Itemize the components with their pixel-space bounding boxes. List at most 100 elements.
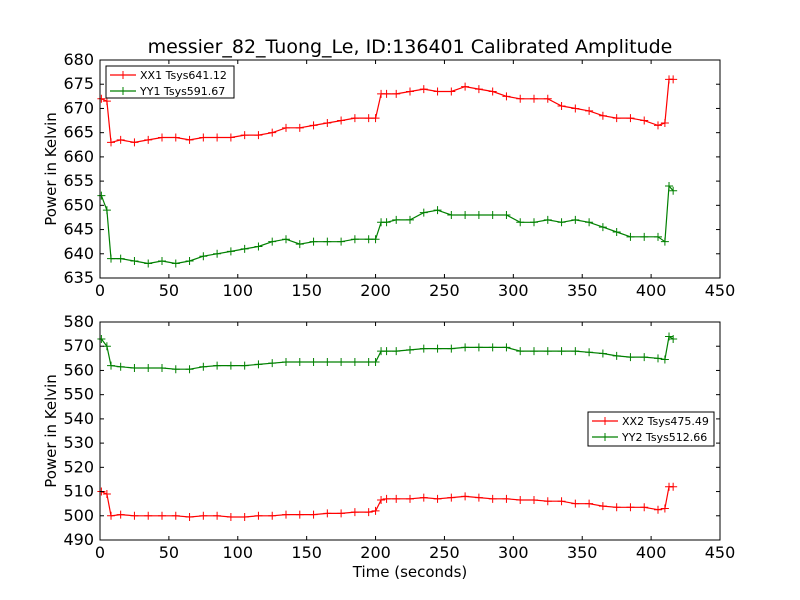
data-point <box>371 114 380 123</box>
data-point <box>116 254 125 263</box>
x-tick-label: 450 <box>705 281 736 300</box>
legend-marker <box>119 71 127 79</box>
data-point <box>502 92 511 101</box>
data-point <box>488 343 497 352</box>
y-tick-label: 580 <box>63 312 94 331</box>
data-point <box>419 344 428 353</box>
legend-label: XX1 Tsys641.12 <box>140 69 227 82</box>
series-1-2 <box>97 181 678 268</box>
data-point <box>268 237 277 246</box>
data-point <box>654 354 662 363</box>
legend: XX1 Tsys641.12 YY1 Tsys591.67 <box>105 65 235 99</box>
data-point <box>419 493 428 502</box>
axes-frame <box>99 321 721 541</box>
data-point <box>350 357 359 366</box>
data-point <box>171 259 180 268</box>
data-point <box>130 364 139 373</box>
x-tick-label: 400 <box>636 281 667 300</box>
data-point <box>557 102 566 111</box>
data-point <box>199 362 208 371</box>
data-point <box>116 362 125 371</box>
data-point <box>295 510 304 519</box>
data-point <box>295 240 304 249</box>
data-point <box>377 496 386 505</box>
y-tick-label: 660 <box>63 147 94 166</box>
data-point <box>254 242 263 251</box>
data-point <box>199 252 208 261</box>
x-tick-label: 0 <box>95 281 105 300</box>
data-point <box>364 114 373 123</box>
data-point <box>612 114 621 123</box>
data-point <box>433 206 442 215</box>
data-point <box>543 94 552 103</box>
data-point <box>107 138 116 147</box>
data-point <box>640 232 649 241</box>
data-point <box>585 499 594 508</box>
x-tick-label: 150 <box>291 281 322 300</box>
data-point <box>371 235 380 244</box>
plots-area: 0 50 100 150 200 250 300 350 400 450 635 640 645 650 6… <box>42 50 735 581</box>
data-point <box>488 87 497 96</box>
legend-marker <box>119 87 127 95</box>
data-point <box>102 489 111 498</box>
y-tick-label: 570 <box>63 336 94 355</box>
series-2-1 <box>97 482 678 521</box>
y-tick-label: 640 <box>63 244 94 263</box>
data-point <box>433 87 442 96</box>
data-point <box>392 215 401 224</box>
data-point <box>665 332 674 341</box>
y-tick-label: 530 <box>63 433 94 452</box>
data-point <box>474 85 483 94</box>
data-point <box>171 365 180 374</box>
data-point <box>665 181 674 190</box>
data-point <box>474 343 483 352</box>
x-tick-label: 50 <box>159 281 179 300</box>
y-tick-label: 635 <box>63 268 94 287</box>
y-axis-label: Power in Kelvin <box>42 374 60 488</box>
x-tick-label: 100 <box>223 281 254 300</box>
data-point <box>337 509 346 518</box>
data-point <box>571 499 580 508</box>
data-point <box>660 355 669 364</box>
data-point <box>419 208 428 217</box>
data-point <box>543 215 552 224</box>
legend-marker <box>601 433 609 441</box>
x-tick-label: 100 <box>223 543 254 562</box>
data-point <box>640 353 649 362</box>
data-point <box>309 121 318 130</box>
y-tick-label: 500 <box>63 506 94 525</box>
data-point <box>107 254 116 263</box>
data-point <box>571 347 580 356</box>
legend-marker <box>601 417 609 425</box>
data-point <box>543 497 552 506</box>
data-point <box>502 494 511 503</box>
data-point <box>102 206 111 215</box>
data-point <box>660 118 669 127</box>
data-point <box>598 502 607 511</box>
data-point <box>626 503 635 512</box>
data-point <box>516 496 525 505</box>
data-point <box>571 215 580 224</box>
x-tick-label: 250 <box>429 543 460 562</box>
legend-box <box>105 65 235 99</box>
data-point <box>240 512 249 521</box>
data-point <box>185 257 194 266</box>
data-point <box>654 232 662 241</box>
data-point <box>364 357 373 366</box>
x-axis-label: Time (seconds) <box>352 563 468 581</box>
data-point <box>213 249 222 258</box>
data-point <box>295 123 304 132</box>
data-point <box>461 211 470 220</box>
data-point <box>337 237 346 246</box>
data-point <box>382 89 391 98</box>
data-point <box>371 506 380 515</box>
data-point <box>107 361 116 370</box>
axes-frame <box>99 59 721 279</box>
y-tick-label: 520 <box>63 457 94 476</box>
data-point <box>660 504 669 513</box>
data-point <box>268 128 277 137</box>
data-point <box>461 343 470 352</box>
data-point <box>240 131 249 140</box>
data-point <box>158 133 166 142</box>
data-point <box>323 357 332 366</box>
